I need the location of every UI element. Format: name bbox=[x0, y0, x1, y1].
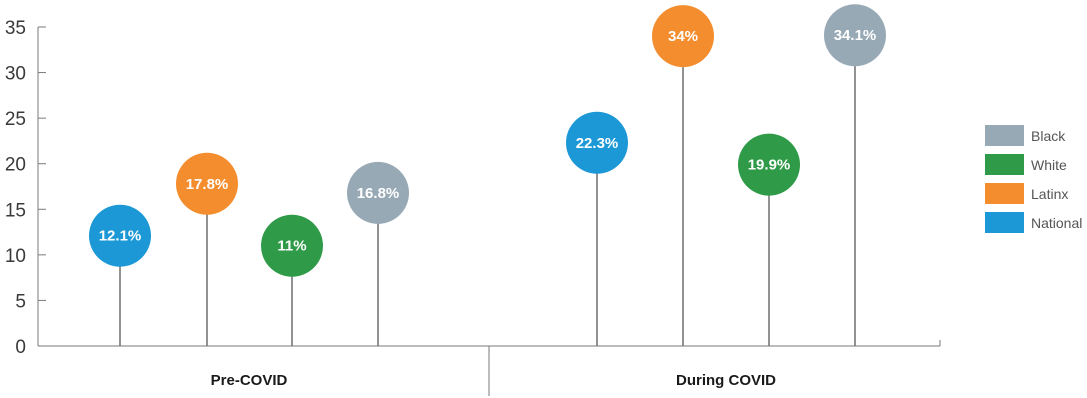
lollipop-bubble bbox=[738, 133, 800, 196]
legend-label: National bbox=[1031, 215, 1082, 231]
data-label: 34.1% bbox=[834, 27, 877, 44]
y-tick-label: 0 bbox=[15, 337, 26, 358]
data-label: 16.8% bbox=[357, 185, 400, 202]
lollipop-bubble bbox=[261, 214, 323, 277]
legend-swatch bbox=[985, 183, 1024, 204]
category-label: Pre-COVID bbox=[211, 372, 288, 389]
legend-swatch bbox=[985, 125, 1024, 146]
y-tick-label: 10 bbox=[5, 246, 26, 267]
y-tick-label: 5 bbox=[15, 291, 26, 312]
category-label: During COVID bbox=[676, 372, 776, 389]
data-label: 19.9% bbox=[748, 157, 791, 174]
y-tick-label: 15 bbox=[5, 200, 26, 221]
legend-label: White bbox=[1031, 157, 1067, 173]
data-label: 11% bbox=[277, 238, 306, 255]
lollipop-bubble bbox=[824, 4, 886, 67]
lollipop-bubble bbox=[347, 161, 409, 224]
y-tick-label: 25 bbox=[5, 109, 26, 130]
data-label: 12.1% bbox=[99, 228, 142, 245]
legend-swatch bbox=[985, 154, 1024, 175]
legend: Black White Latinx National bbox=[985, 125, 1082, 233]
axes: 0 5 10 15 20 25 30 35 Pre-COVID During COVID bbox=[5, 18, 941, 396]
data-label: 22.3% bbox=[576, 135, 619, 152]
data-label: 17.8% bbox=[186, 176, 229, 193]
legend-swatch bbox=[985, 212, 1024, 233]
data-label: 34% bbox=[668, 28, 698, 45]
y-tick-label: 35 bbox=[5, 18, 26, 39]
lollipop-bubble bbox=[652, 5, 714, 68]
bubbles: 12.1% 17.8% 11% 16.8% 22.3% 34% 19.9% 34.1% bbox=[89, 4, 886, 277]
legend-label: Black bbox=[1031, 128, 1066, 144]
y-tick-label: 30 bbox=[5, 64, 26, 85]
lollipop-bubble bbox=[89, 204, 151, 267]
lollipop-bubble bbox=[176, 152, 238, 215]
y-tick-label: 20 bbox=[5, 155, 26, 176]
legend-label: Latinx bbox=[1031, 186, 1068, 202]
lollipop-bubble bbox=[566, 111, 628, 174]
